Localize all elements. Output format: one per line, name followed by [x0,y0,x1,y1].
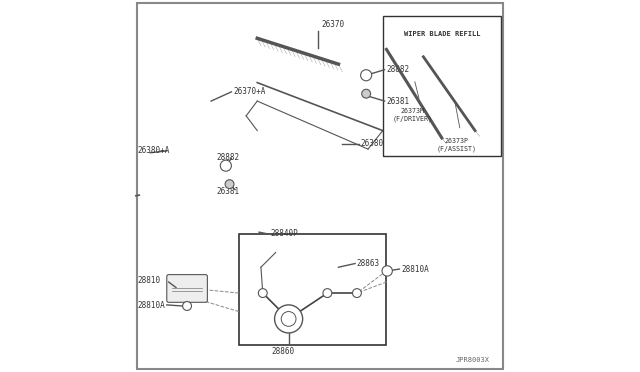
Text: WIPER BLADE REFILL: WIPER BLADE REFILL [404,31,480,37]
Text: 28882: 28882 [387,65,410,74]
Text: 26381: 26381 [216,187,240,196]
Text: 26373P
(F/ASSIST): 26373P (F/ASSIST) [436,138,477,151]
Circle shape [323,289,332,298]
Text: 28863: 28863 [357,259,380,268]
Text: 28810: 28810 [137,276,161,285]
Bar [383,16,501,157]
Text: 26381: 26381 [387,97,410,106]
FancyBboxPatch shape [167,275,207,302]
Text: 26370+A: 26370+A [233,87,266,96]
Text: JPR8003X: JPR8003X [456,357,490,363]
Text: 26380+A: 26380+A [137,147,170,155]
Circle shape [360,70,372,81]
Text: 28840P: 28840P [270,230,298,238]
Bar [239,234,387,345]
Circle shape [220,160,232,171]
Circle shape [353,289,362,298]
Circle shape [182,302,191,310]
Text: 26370: 26370 [322,20,345,29]
Text: 28882: 28882 [216,153,240,162]
Circle shape [275,305,303,333]
Circle shape [362,89,371,98]
Circle shape [225,180,234,189]
Circle shape [281,311,296,326]
Text: 28810A: 28810A [137,301,165,311]
Text: 28810A: 28810A [401,264,429,273]
Text: 26373M
(F/DRIVER): 26373M (F/DRIVER) [392,109,432,122]
Circle shape [259,289,268,298]
Text: 26380: 26380 [360,139,384,148]
Text: 28860: 28860 [271,347,294,356]
Circle shape [382,266,392,276]
